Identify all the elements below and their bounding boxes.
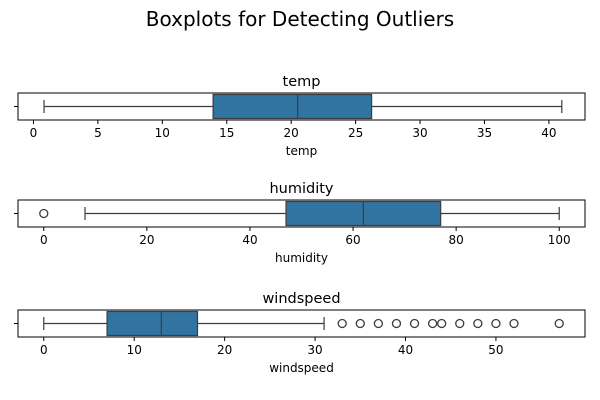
x-axis-label: humidity: [275, 251, 328, 265]
x-tick-label: 0: [40, 233, 48, 247]
outlier-point: [355, 318, 365, 329]
x-tick-label: 30: [307, 343, 322, 357]
outlier-point: [391, 318, 402, 329]
iqr-box: [106, 310, 199, 337]
panel-humidity: humidity 0 20 40 60 80 100 humidity: [14, 181, 586, 265]
panel-title: temp: [283, 74, 321, 90]
outlier-point: [473, 318, 483, 329]
x-tick-label: 15: [219, 126, 234, 140]
outlier-point: [455, 318, 465, 329]
x-tick-label: 40: [541, 126, 556, 140]
x-tick-label: 30: [412, 126, 427, 140]
outlier-point: [409, 318, 420, 329]
x-tick-label: 50: [488, 343, 503, 357]
panel-title: humidity: [269, 181, 333, 197]
x-tick-label: 60: [345, 233, 360, 247]
outlier-point: [554, 318, 564, 329]
outlier-point: [491, 318, 501, 329]
x-tick-label: 100: [548, 233, 571, 247]
outlier-point: [437, 318, 447, 329]
x-tick-label: 10: [127, 343, 142, 357]
x-tick-label: 20: [217, 343, 232, 357]
outlier-point: [337, 318, 347, 329]
x-tick-label: 25: [348, 126, 363, 140]
x-tick-label: 0: [30, 126, 38, 140]
x-tick-label: 10: [155, 126, 170, 140]
x-axis-label: windspeed: [269, 361, 334, 375]
x-tick-label: 20: [284, 126, 299, 140]
x-axis-label: temp: [286, 144, 317, 158]
panel-title: windspeed: [262, 291, 340, 307]
panel-windspeed: windspeed 0 10 20 30 40 50 windspeed: [14, 291, 586, 375]
panel-temp: temp 0 5 10 15 20 25 30 35 40 temp: [14, 74, 586, 158]
outlier-point: [427, 318, 438, 329]
x-tick-label: 20: [139, 233, 154, 247]
outlier-point: [373, 318, 384, 329]
x-tick-label: 40: [242, 233, 257, 247]
x-tick-label: 5: [94, 126, 102, 140]
x-tick-label: 80: [448, 233, 463, 247]
x-tick-label: 0: [40, 343, 48, 357]
iqr-box: [212, 93, 373, 120]
outlier-point: [509, 318, 519, 329]
x-tick-label: 35: [477, 126, 492, 140]
figure-title: Boxplots for Detecting Outliers: [145, 7, 455, 31]
outlier-point: [39, 208, 49, 219]
x-tick-label: 40: [398, 343, 413, 357]
